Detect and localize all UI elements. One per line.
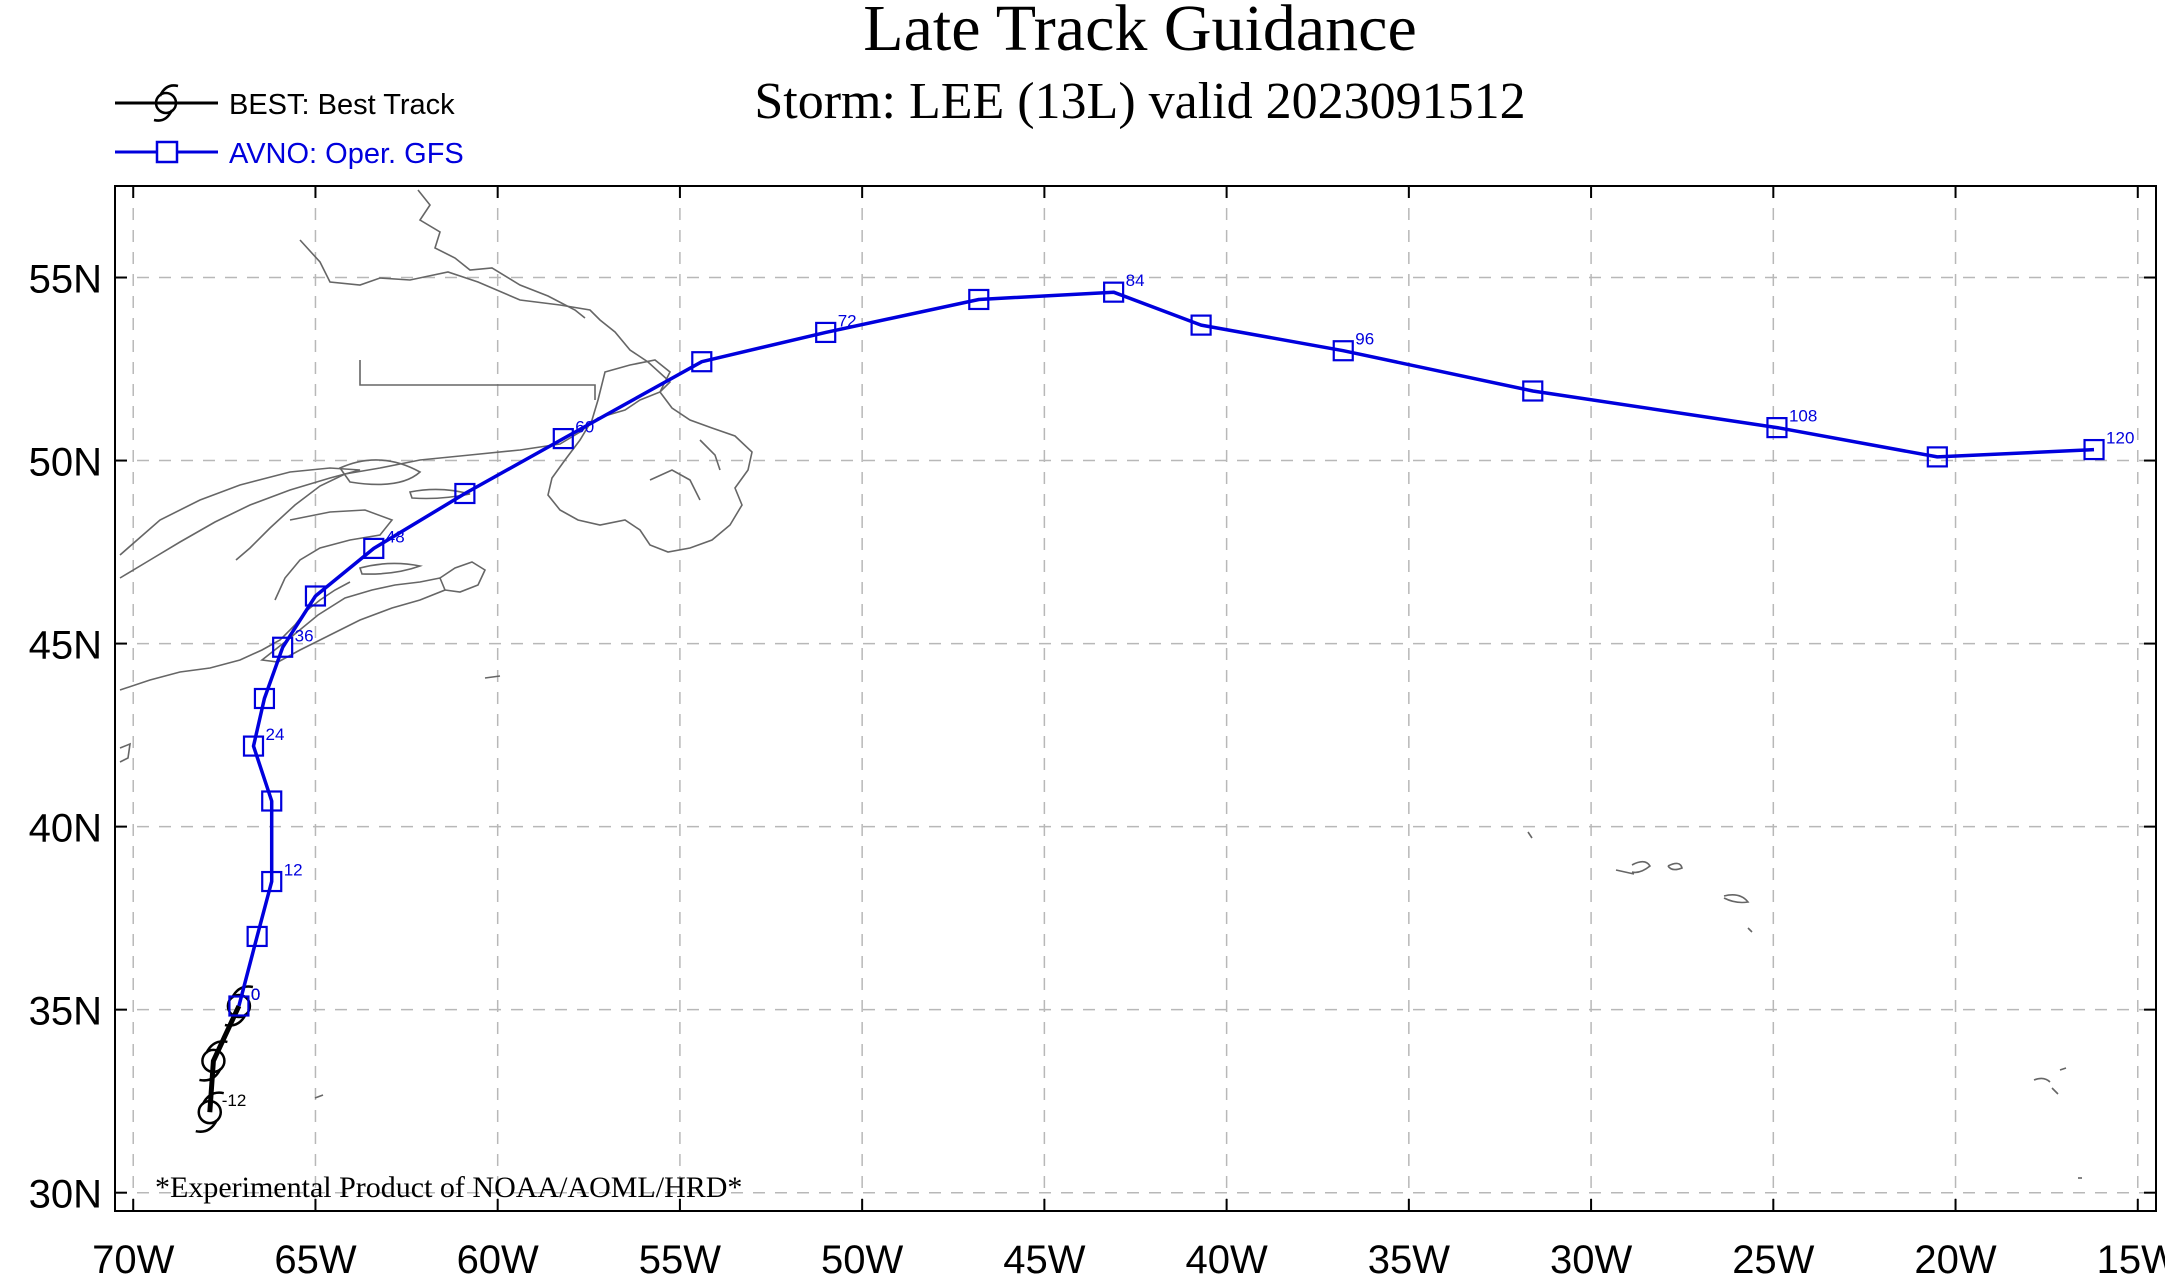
legend: BEST: Best Track AVNO: Oper. GFS [115,84,464,170]
y-tick-label: 30N [29,1173,102,1217]
track-point-marker [304,585,327,607]
track-point-marker [272,636,294,658]
forecast-hour-label: 96 [1355,330,1374,349]
track-best: -12 0 [195,985,260,1133]
newfoundland-bays [649,439,721,501]
forecast-hour-label: 36 [295,626,314,645]
track-point-marker [242,735,265,757]
gaspe-peninsula [274,509,394,601]
quebec-labrador-border [359,360,596,400]
forecast-hour-label: 84 [1126,271,1145,290]
track-point-marker [815,321,837,344]
hurricane-icon [153,84,179,122]
y-tick-label: 35N [29,990,102,1034]
figure-title: Late Track Guidance [863,0,1417,65]
plot-frame [114,185,2157,1212]
forecast-hour-label: 72 [838,311,857,330]
x-tick-label: 30W [1550,1238,1632,1281]
y-tick-label: 40N [29,807,102,851]
track-avno: 0 12 24 36 48 60 72 84 96 108 120 [228,271,2134,1017]
x-tick-label: 40W [1185,1238,1267,1281]
anticosti-island [408,488,471,500]
sable-island [484,675,501,679]
forecast-hour-label: 108 [1789,407,1817,426]
x-tick-label: 70W [92,1238,174,1281]
long-island [119,742,131,763]
track-point-marker [228,995,250,1017]
coastline-map [119,189,2082,1179]
forecast-hour-label: 0 [251,985,260,1004]
footnote: *Experimental Product of NOAA/AOML/HRD* [155,1171,742,1204]
x-tick-label: 15W [2097,1238,2165,1281]
y-tick-label: 50N [29,441,102,485]
x-tick-label: 20W [1914,1238,1996,1281]
newfoundland [547,359,753,553]
madeira-islands [2033,1067,2067,1095]
track-point-marker [1522,380,1544,402]
legend-label-avno: AVNO: Oper. GFS [229,138,464,170]
track-point-marker [363,537,385,560]
track-point-marker [968,288,990,311]
track-point-marker [691,351,713,373]
y-tick-label: 55N [29,258,102,302]
x-tick-label: 45W [1003,1238,1085,1281]
axes: 70W 65W 60W 55W 50W 45W 40W 35W 30W 25W 20W 15W 30N 3… [29,186,2165,1282]
track-point-marker [1332,340,1354,362]
forecast-hour-label: 120 [2106,429,2134,448]
nova-scotia [259,577,447,663]
track-point-marker [1926,446,1948,468]
bermuda [314,1094,324,1099]
track-point-marker [261,870,283,893]
x-tick-label: 60W [457,1238,539,1281]
azores-islands [1527,831,1753,933]
square-marker-icon [155,140,179,164]
track-point-marker [454,482,476,505]
track-point-marker [246,925,268,948]
northern-labrador-coast [417,189,586,319]
tracks: -12 00 12 24 36 48 60 72 84 96 108 120 [195,271,2134,1133]
prince-edward-island [358,562,423,575]
track-point-marker [261,790,283,812]
track-point-marker [552,427,574,450]
legend-item-best: BEST: Best Track [115,84,455,122]
y-tick-label: 45N [29,624,102,668]
forecast-hour-label: 24 [265,725,284,744]
x-tick-label: 35W [1368,1238,1450,1281]
track-point-marker [1766,417,1788,439]
x-tick-label: 55W [639,1238,721,1281]
track-point-marker [2083,438,2105,461]
track-point-marker [1103,281,1125,303]
new-england-coast [119,581,351,691]
track-line [237,290,2095,1007]
figure-subtitle: Storm: LEE (13L) valid 2023091512 [754,73,1525,130]
hurricane-icon [199,1040,228,1082]
x-tick-label: 65W [274,1238,356,1281]
forecast-hour-label: -12 [222,1091,247,1110]
track-point-marker [1190,314,1212,336]
x-tick-label: 50W [821,1238,903,1281]
cape-breton [439,561,487,593]
forecast-hour-label: 12 [284,861,303,880]
x-tick-label: 25W [1732,1238,1814,1281]
hurricane-icon [195,1091,225,1133]
forecast-hour-label: 0 [251,985,260,1004]
graticule [115,186,2156,1211]
track-point-marker [253,687,276,710]
lake-feature [338,459,422,486]
legend-item-avno: AVNO: Oper. GFS [115,138,464,170]
forecast-hour-label: 48 [386,527,405,546]
forecast-hour-label: 60 [575,418,594,437]
legend-label-best: BEST: Best Track [229,89,455,121]
